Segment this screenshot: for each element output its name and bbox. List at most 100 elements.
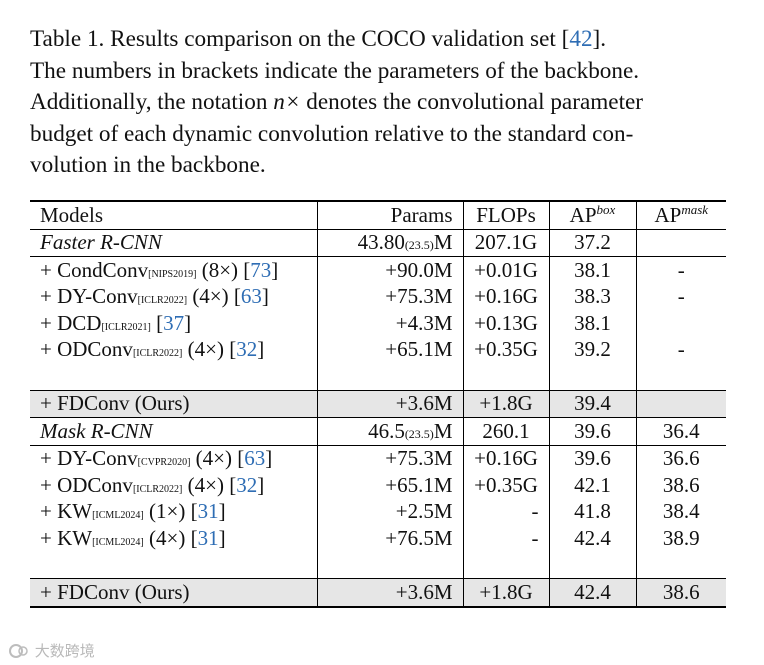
citation-link[interactable]: 31: [197, 499, 219, 524]
model-text: + DY-Conv: [40, 284, 138, 309]
params-unit: M: [433, 230, 453, 255]
citation-link[interactable]: 73: [250, 257, 272, 282]
model-name: + KW[ICML2024] (4×) [31]: [30, 525, 318, 552]
model-name: + CondConv[NIPS2019] (8×) [73]: [30, 256, 318, 284]
model-text: (4×) [: [182, 472, 237, 497]
table-row: + KW[ICML2024] (1×) [31] +2.5M - 41.8 38…: [30, 498, 726, 525]
model-name: + DY-Conv[ICLR2022] (4×) [63]: [30, 283, 318, 310]
caption-line-2: The numbers in brackets indicate the par…: [30, 57, 640, 84]
apmask-cell: [636, 310, 726, 337]
section-params: 46.5(23.5)M: [317, 417, 464, 445]
table-caption: Table 1. Results comparison on the COCO …: [30, 24, 730, 182]
model-text: + DY-Conv: [40, 446, 138, 471]
apbox-cell: 42.4: [549, 525, 637, 552]
model-venue: [ICML2024]: [92, 536, 144, 548]
params-cell: +4.3M: [317, 310, 464, 337]
apbox-cell: 38.3: [549, 283, 637, 310]
flops-cell: +1.8G: [463, 578, 550, 608]
model-venue: [ICLR2022]: [132, 483, 183, 495]
caption-line-3: Additionally, the notation n× denotes th…: [30, 87, 730, 119]
model-venue: [ICML2024]: [92, 510, 144, 522]
apmask-cell: -: [677, 284, 685, 309]
model-text: (8×) [: [196, 257, 251, 282]
flops-cell: +0.01G: [463, 256, 550, 284]
table-row: + CondConv[NIPS2019] (8×) [73] +90.0M +0…: [30, 256, 726, 284]
params-cell: +2.5M: [317, 498, 464, 525]
citation-link[interactable]: 63: [244, 446, 266, 471]
model-text: ]: [271, 257, 279, 282]
section-flops: 260.1: [463, 417, 550, 445]
math-notation: n×: [273, 89, 301, 115]
model-text: ]: [257, 472, 265, 497]
section-apmask: 36.4: [636, 417, 726, 445]
model-text: (1×) [: [143, 499, 198, 524]
header-ap-mask-sup: mask: [681, 202, 709, 218]
params-value: 46.5: [368, 418, 405, 443]
model-text: ]: [257, 337, 265, 362]
model-text: ]: [265, 446, 273, 471]
apmask-cell: 38.6: [662, 472, 700, 497]
header-params: Params: [317, 200, 464, 229]
citation-link[interactable]: 31: [197, 525, 219, 550]
model-text: (4×) [: [187, 284, 241, 309]
model-name: + DCD[ICLR2021] [37]: [30, 310, 318, 337]
watermark: 大数跨境: [8, 640, 95, 661]
flops-cell: +0.16G: [463, 283, 550, 310]
model-text: + DCD: [40, 310, 102, 335]
model-text: (4×) [: [190, 446, 245, 471]
apbox-cell: 39.4: [549, 389, 637, 418]
flops-cell: +0.13G: [463, 310, 550, 337]
model-name: + KW[ICML2024] (1×) [31]: [30, 498, 318, 525]
model-text: ]: [184, 310, 192, 335]
citation-link[interactable]: 63: [240, 284, 262, 309]
params-cell: +65.1M: [317, 472, 464, 499]
flops-cell: -: [463, 498, 550, 525]
model-text: ]: [261, 284, 269, 309]
section-name: Faster R-CNN: [30, 228, 318, 257]
header-ap-mask-base: AP: [654, 203, 682, 228]
citation-link[interactable]: 42: [569, 26, 593, 52]
params-unit: M: [433, 418, 453, 443]
params-cell: +75.3M: [317, 283, 464, 310]
model-text: + CondConv: [40, 257, 149, 282]
params-cell: +3.6M: [317, 389, 464, 418]
model-venue: [ICLR2022]: [132, 348, 183, 360]
citation-link[interactable]: 32: [236, 472, 258, 497]
citation-link[interactable]: 32: [236, 337, 258, 362]
header-ap-box: APbox: [549, 200, 637, 229]
model-text: + ODConv: [40, 337, 133, 362]
flops-cell: +0.16G: [463, 444, 550, 472]
params-value: 43.80: [357, 230, 405, 255]
apmask-cell: 36.6: [636, 444, 726, 472]
model-text: + KW: [40, 499, 93, 524]
params-backbone: (23.5): [404, 426, 434, 441]
caption-line-5: volution in the backbone.: [30, 152, 266, 178]
model-name: + ODConv[ICLR2022] (4×) [32]: [30, 336, 318, 363]
table-row: + DY-Conv[ICLR2022] (4×) [63] +75.3M +0.…: [30, 283, 726, 310]
model-venue: [CVPR2020]: [137, 457, 191, 469]
citation-link[interactable]: 37: [163, 310, 185, 335]
section-row-mask: Mask R-CNN 46.5(23.5)M 260.1 39.6 36.4: [30, 417, 726, 445]
apmask-cell: [636, 389, 726, 418]
model-text: + KW: [40, 525, 93, 550]
spacer-row: [30, 551, 726, 579]
flops-cell: +1.8G: [463, 389, 550, 418]
watermark-logo-icon: [9, 644, 28, 658]
caption-text: ].: [592, 26, 607, 52]
header-ap-mask: APmask: [636, 200, 726, 229]
apmask-cell: 38.6: [636, 578, 726, 608]
apmask-cell: -: [677, 337, 685, 362]
apbox-cell: 38.1: [549, 310, 637, 337]
params-cell: +90.0M: [317, 256, 464, 284]
section-params: 43.80(23.5)M: [317, 228, 464, 257]
caption-line-1: Table 1. Results comparison on the COCO …: [30, 24, 730, 56]
caption-text: Additionally, the notation: [30, 89, 274, 115]
apmask-cell: 38.9: [662, 525, 700, 550]
header-row: Models Params FLOPs APbox APmask: [30, 200, 726, 229]
model-text: ]: [218, 525, 226, 550]
params-cell: +75.3M: [317, 444, 464, 472]
spacer-row: [30, 363, 726, 390]
table-row: + ODConv[ICLR2022] (4×) [32] +65.1M +0.3…: [30, 472, 726, 499]
ours-row-mask: + FDConv (Ours) +3.6M +1.8G 42.4 38.6: [30, 578, 726, 608]
model-text: [: [150, 310, 164, 335]
